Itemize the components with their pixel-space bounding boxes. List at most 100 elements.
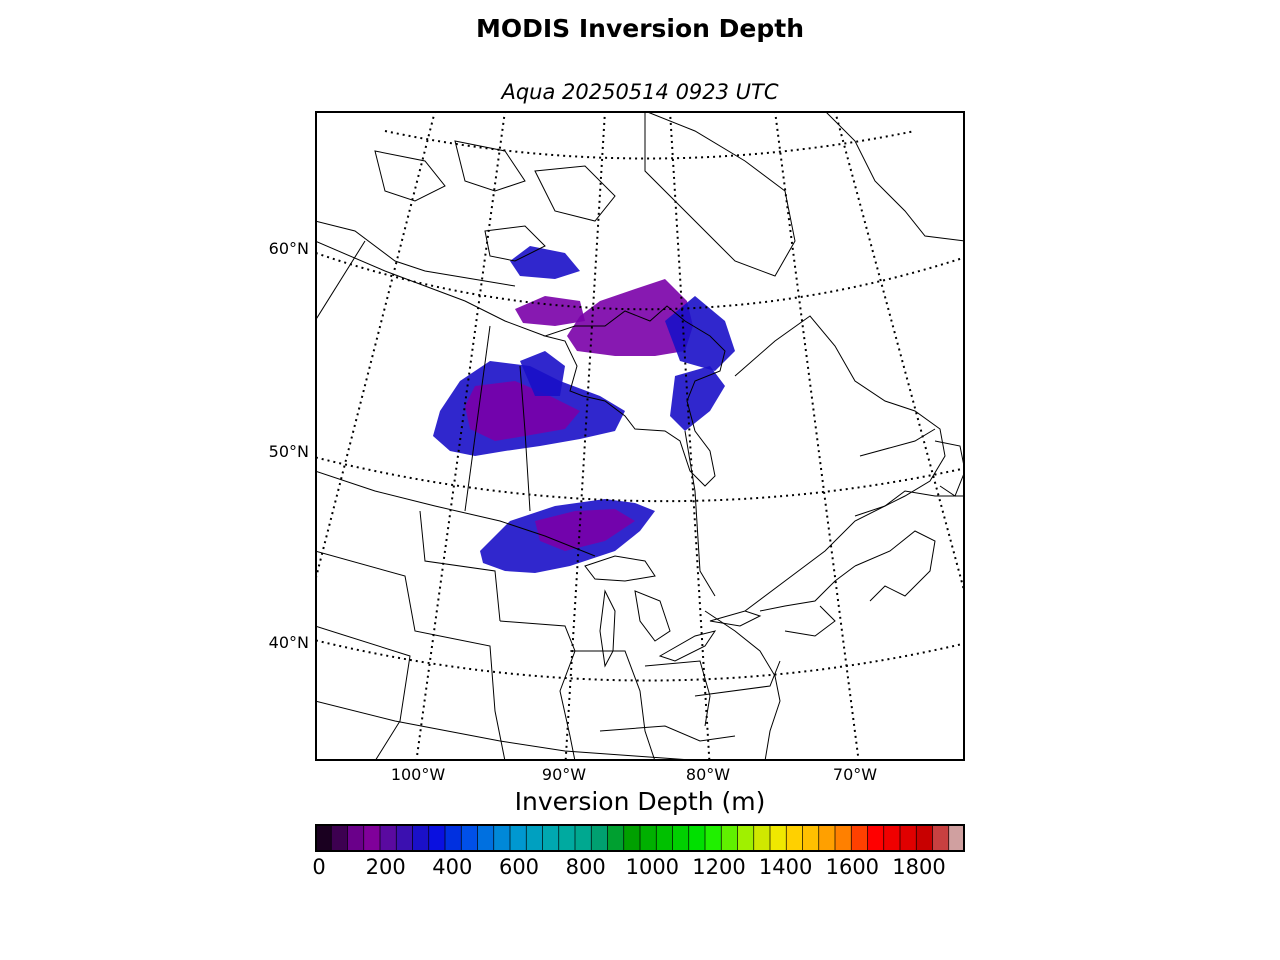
labrador-coast (734, 315, 946, 517)
colorbar-swatch (932, 824, 950, 852)
colorbar-swatch (363, 824, 381, 852)
us-state-borders-2 (315, 625, 411, 761)
saskatchewan-manitoba-border (464, 325, 491, 512)
lake-huron (634, 590, 671, 642)
colorbar-swatch (835, 824, 852, 852)
mainland-north-coast (315, 220, 516, 287)
nunavut-border (315, 240, 546, 337)
colorbar-swatch (900, 824, 917, 852)
depth-patch-west-core (465, 381, 580, 441)
chart-subtitle: Aqua 20250514 0923 UTC (501, 80, 779, 104)
colorbar-swatch (493, 824, 511, 852)
arctic-island-2 (454, 140, 526, 192)
colorbar-swatch (347, 824, 365, 852)
manitoba-ontario-border (519, 365, 531, 512)
parallel-50n (315, 456, 965, 503)
colorbar-tick-label: 400 (432, 855, 473, 879)
colorbar-frame (315, 824, 965, 852)
quebec-labrador-border (859, 428, 936, 457)
colorbar-swatch (477, 824, 495, 852)
coastlines (315, 111, 965, 761)
colorbar-swatch (867, 824, 885, 852)
lat-label-60n: 60°N (268, 239, 309, 258)
colorbar-tick-label: 600 (498, 855, 540, 879)
lake-ontario (709, 610, 762, 627)
colorbar-swatch (607, 824, 625, 852)
colorbar-tick-label: 1400 (758, 855, 813, 879)
colorbar-swatch (916, 824, 933, 852)
us-state-borders-6 (644, 660, 711, 727)
colorbar-swatch (770, 824, 787, 852)
us-state-borders-9 (784, 605, 836, 637)
meridian-80w (669, 111, 711, 761)
us-state-borders-4 (499, 620, 576, 761)
lake-superior (584, 555, 656, 582)
depth-patch-central-north (567, 279, 693, 356)
colorbar-swatch (331, 824, 348, 852)
graticule (315, 111, 965, 761)
lat-label-40n: 40°N (268, 633, 309, 652)
parallel-60n (315, 251, 965, 311)
colorbar-swatch (526, 824, 543, 852)
colorbar-swatch (510, 824, 527, 852)
colorbar-swatch (656, 824, 673, 852)
lon-label-100w: 100°W (390, 765, 446, 784)
border-east (759, 565, 856, 612)
depth-patch-james-bay-east (670, 366, 725, 431)
colorbar-swatch (445, 824, 462, 852)
northwest-border (315, 240, 366, 322)
canada-us-border (315, 470, 596, 557)
colorbar-swatch (396, 824, 413, 852)
colorbar-swatch (851, 824, 868, 852)
hudson-bay-coast (543, 305, 726, 487)
colorbar-tick-label: 1200 (692, 855, 746, 879)
colorbar-tick-label: 0 (312, 855, 326, 879)
st-lawrence-coast (744, 490, 965, 612)
colorbar-swatch (948, 824, 965, 852)
us-state-borders-10 (599, 725, 736, 742)
us-state-borders-1 (315, 550, 506, 761)
depth-patch-hudson-west (520, 351, 565, 396)
arctic-island-1 (374, 150, 446, 202)
colorbar-swatch (380, 824, 397, 852)
us-state-borders-7 (694, 660, 781, 697)
colorbar-label: Inversion Depth (m) (514, 787, 766, 816)
colorbar-swatch (802, 824, 820, 852)
colorbar-swatch (640, 824, 657, 852)
meridian-110w (315, 111, 436, 586)
map-frame (315, 111, 965, 761)
colorbar-swatch (688, 824, 706, 852)
colorbar-tick-label: 800 (565, 855, 606, 879)
lake-erie (658, 630, 717, 662)
colorbar-swatch (558, 824, 576, 852)
colorbar-swatch (428, 824, 446, 852)
colorbar-swatch (721, 824, 738, 852)
colorbar-swatch (786, 824, 803, 852)
arctic-island-3 (534, 165, 616, 222)
colorbar-swatch (883, 824, 901, 852)
colorbar-swatch (591, 824, 608, 852)
lake-michigan (599, 589, 616, 668)
colorbar-swatch (672, 824, 690, 852)
colorbar-swatch (461, 824, 478, 852)
colorbar-swatch (315, 824, 332, 852)
maritimes-coast (854, 530, 936, 602)
colorbar-tick-label: 1800 (892, 855, 946, 879)
colorbar-tick-label: 1000 (625, 855, 680, 879)
colorbar-swatch (737, 824, 755, 852)
meridian-90w (564, 111, 606, 761)
us-east-coast (704, 610, 781, 761)
colorbar-swatch (705, 824, 722, 852)
colorbar-swatch (412, 824, 430, 852)
baffin-island (644, 111, 796, 277)
parallel-70n (384, 130, 916, 160)
us-state-borders-8 (419, 510, 501, 622)
depth-patch-great-lakes-core (535, 509, 635, 551)
map-panel (315, 111, 965, 761)
arctic-island-4 (484, 225, 546, 262)
newfoundland-coast (934, 440, 965, 497)
colorbar-swatch (818, 824, 836, 852)
colorbar-swatch (753, 824, 771, 852)
colorbar (315, 824, 965, 852)
lon-label-80w: 80°W (685, 765, 731, 784)
